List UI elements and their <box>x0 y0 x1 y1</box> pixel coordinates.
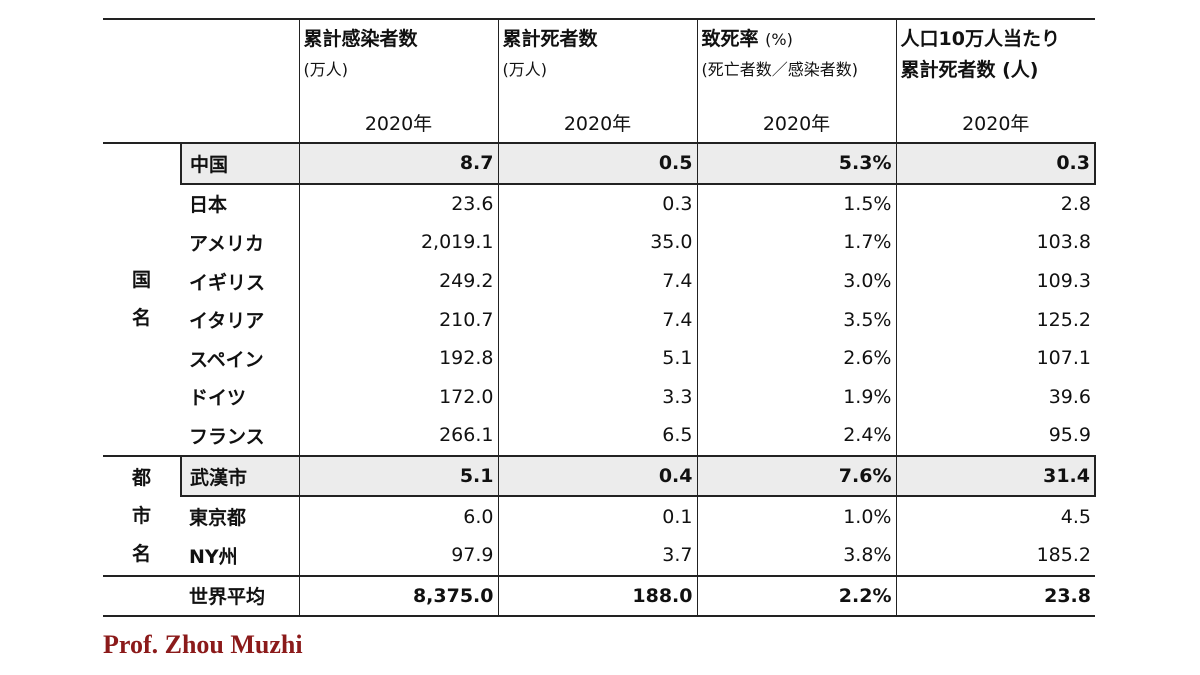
row-name: イギリス <box>189 271 266 294</box>
table-row: ドイツ 172.0 3.3 1.9% 39.6 <box>103 377 1095 417</box>
cell-per-100k: 95.9 <box>895 416 1095 456</box>
row-name: ドイツ <box>189 387 247 410</box>
cell-per-100k: 185.2 <box>895 535 1095 576</box>
row-name: 中国 <box>180 142 299 185</box>
table-row: 都 市 名 武漢市 5.1 0.4 7.6% 31.4 <box>103 454 1096 576</box>
cell-fatality: 1.0% <box>696 496 896 536</box>
cell-fatality: 2.2% <box>696 574 896 618</box>
cell-fatality: 1.5% <box>696 183 896 224</box>
row-name: フランス <box>189 425 265 448</box>
cell-per-100k: 107.1 <box>895 338 1095 378</box>
cell-per-100k: 125.2 <box>895 300 1095 339</box>
table-row: 東京都 6.0 0.1 1.0% 4.5 <box>103 496 1095 536</box>
cell-infections: 23.6 <box>298 183 498 224</box>
cell-fatality: 2.4% <box>696 416 896 456</box>
cell-infections: 2,019.1 <box>298 223 498 262</box>
cell-infections: 172.0 <box>298 377 498 417</box>
cell-fatality: 3.5% <box>696 300 896 339</box>
table-row: アメリカ 2,019.1 35.0 1.7% 103.8 <box>103 223 1095 262</box>
covid-stats-table: 累計感染者数 (万人) 2020年 累計死者数 (万人) 2020年 致死率 (… <box>103 18 1096 618</box>
cell-fatality: 1.9% <box>696 377 896 417</box>
cell-deaths: 0.4 <box>497 454 697 498</box>
table-row: フランス 266.1 6.5 2.4% 95.9 <box>103 416 1095 456</box>
cell-infections: 192.8 <box>298 338 498 378</box>
cell-per-100k: 0.3 <box>895 142 1096 185</box>
cell-deaths: 0.5 <box>497 142 697 185</box>
cell-deaths: 35.0 <box>497 223 697 262</box>
cell-infections: 6.0 <box>298 496 498 536</box>
header-cumulative-infections: 累計感染者数 (万人) 2020年 <box>298 20 498 143</box>
table-row: NY州 97.9 3.7 3.8% 185.2 <box>103 535 1095 576</box>
cell-infections: 210.7 <box>298 300 498 339</box>
header-row: 累計感染者数 (万人) 2020年 累計死者数 (万人) 2020年 致死率 (… <box>103 20 1095 143</box>
cell-per-100k: 103.8 <box>895 223 1095 262</box>
cell-infections: 97.9 <box>298 535 498 576</box>
cell-per-100k: 2.8 <box>895 183 1095 224</box>
table-row: 日本 23.6 0.3 1.5% 2.8 <box>103 183 1095 224</box>
group-label-city: 都 市 名 <box>103 454 181 576</box>
table-row: 国 名 中国 8.7 0.5 5.3% 0.3 <box>103 142 1096 456</box>
header-cumulative-deaths: 累計死者数 (万人) 2020年 <box>497 20 697 143</box>
cell-deaths: 7.4 <box>497 300 697 339</box>
row-name: 武漢市 <box>180 454 299 498</box>
cell-infections: 266.1 <box>298 416 498 456</box>
table-row: イギリス 249.2 7.4 3.0% 109.3 <box>103 261 1095 301</box>
cell-deaths: 0.3 <box>497 183 697 224</box>
cell-deaths: 188.0 <box>497 574 697 618</box>
table-row: イタリア 210.7 7.4 3.5% 125.2 <box>103 300 1095 339</box>
cell-deaths: 5.1 <box>497 338 697 378</box>
cell-fatality: 5.3% <box>696 142 896 185</box>
cell-per-100k: 31.4 <box>895 454 1096 498</box>
author-credit: Prof. Zhou Muzhi <box>103 630 303 659</box>
cell-per-100k: 4.5 <box>895 496 1095 536</box>
header-blank <box>103 20 299 143</box>
table-row-world-average: 世界平均 8,375.0 188.0 2.2% 23.8 <box>103 574 1095 618</box>
row-name: 世界平均 <box>181 574 299 618</box>
cell-fatality: 1.7% <box>696 223 896 262</box>
row-name: アメリカ <box>189 232 265 255</box>
cell-fatality: 3.0% <box>696 261 896 301</box>
row-name: 日本 <box>189 194 228 217</box>
row-name: イタリア <box>189 310 265 333</box>
cell-per-100k: 39.6 <box>895 377 1095 417</box>
avg-group-blank <box>103 574 181 618</box>
cell-infections: 8.7 <box>298 142 498 185</box>
cell-infections: 8,375.0 <box>298 574 498 618</box>
cell-deaths: 0.1 <box>497 496 697 536</box>
cell-infections: 5.1 <box>298 454 498 498</box>
header-deaths-per-100k: 人口10万人当たり 累計死者数 (人) 2020年 <box>895 20 1095 143</box>
row-name: スペイン <box>189 348 264 371</box>
row-name: NY州 <box>189 545 238 568</box>
cell-fatality: 3.8% <box>696 535 896 576</box>
cell-per-100k: 109.3 <box>895 261 1095 301</box>
group-label-country: 国 名 <box>103 142 181 456</box>
cell-deaths: 3.7 <box>497 535 697 576</box>
cell-deaths: 7.4 <box>497 261 697 301</box>
cell-deaths: 6.5 <box>497 416 697 456</box>
cell-infections: 249.2 <box>298 261 498 301</box>
cell-fatality: 2.6% <box>696 338 896 378</box>
table-row: スペイン 192.8 5.1 2.6% 107.1 <box>103 338 1095 378</box>
cell-deaths: 3.3 <box>497 377 697 417</box>
row-name: 東京都 <box>189 507 247 530</box>
cell-fatality: 7.6% <box>696 454 896 498</box>
header-fatality-rate: 致死率 (%) (死亡者数／感染者数) 2020年 <box>696 20 896 143</box>
cell-per-100k: 23.8 <box>895 574 1095 618</box>
